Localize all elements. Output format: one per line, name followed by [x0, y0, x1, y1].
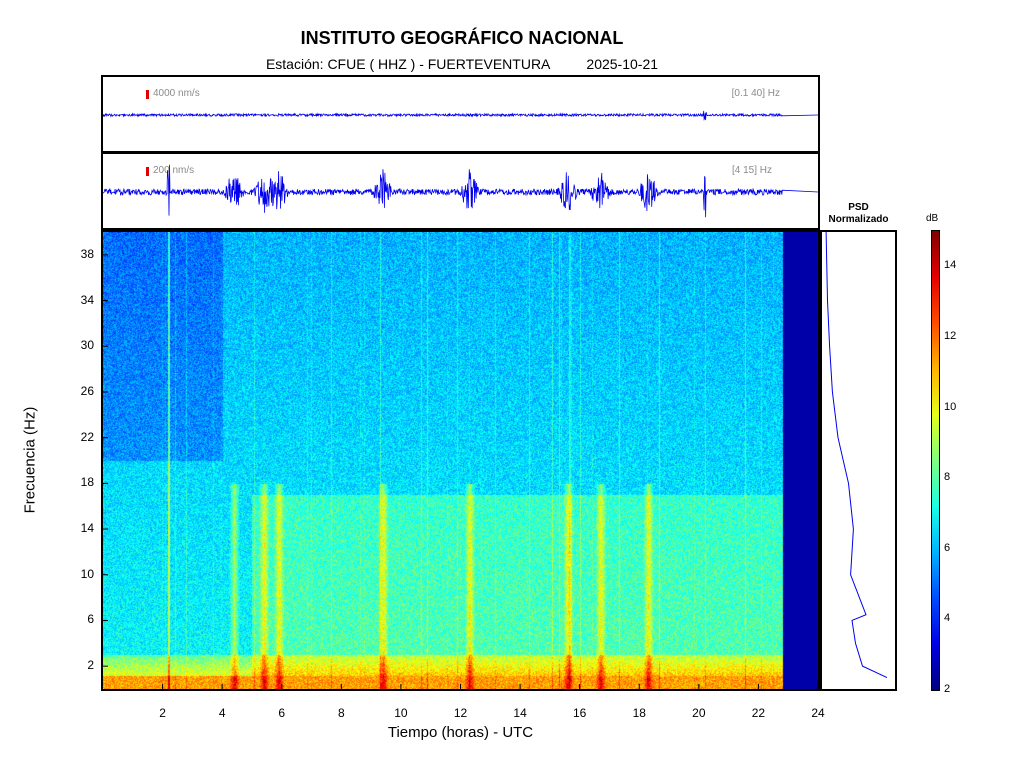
x-tick-label: 8 [337, 706, 345, 720]
seismogram-filtered-panel: 200 nm/s [4 15] Hz [101, 152, 820, 230]
psd-title: PSD Normalizado [820, 202, 897, 226]
y-tick-label: 18 [80, 475, 94, 490]
colorbar-tick-label: 2 [944, 683, 951, 695]
x-tick-label: 12 [453, 706, 468, 720]
psd-panel [820, 230, 897, 691]
waveform-line [103, 110, 818, 121]
y-tick-label: 22 [80, 429, 94, 444]
trace-bottom-band: [4 15] Hz [731, 165, 772, 176]
x-tick-label: 18 [632, 706, 646, 720]
y-tick-label: 34 [80, 292, 94, 307]
colorbar-tick-label: 12 [944, 329, 957, 342]
y-tick-label: 2 [87, 658, 94, 673]
trace-top-band: [0.1 40] Hz [731, 88, 780, 99]
chart-title: INSTITUTO GEOGRÁFICO NACIONAL [300, 28, 624, 48]
x-tick-label: 6 [278, 706, 286, 720]
psd-title-line2: Normalizado [828, 214, 889, 225]
y-tick-label: 30 [80, 338, 94, 353]
station-line: Estación: CFUE ( HHZ ) - FUERTEVENTURA 20… [0, 56, 924, 72]
colorbar-tick-label: 8 [944, 471, 951, 484]
y-tick-label: 10 [80, 566, 94, 581]
trace-top-waveform [103, 110, 818, 121]
station-label: Estación: [265, 56, 324, 72]
trace-top-scale: 4000 nm/s [153, 88, 200, 99]
spectrogram-panel [101, 230, 820, 691]
x-tick-label: 16 [572, 706, 587, 720]
y-tick-label: 14 [80, 521, 94, 536]
colorbar [931, 230, 940, 691]
scale-marker [146, 90, 149, 99]
x-tick-label: 20 [692, 706, 706, 720]
y-tick-label: 6 [87, 612, 94, 627]
psd-title-line1: PSD [848, 202, 869, 213]
x-tick-label: 4 [218, 706, 226, 720]
spectrogram-heatmap [103, 232, 818, 689]
psd-curve [825, 232, 888, 679]
trace-bottom-waveform [103, 164, 818, 218]
y-axis-label: Frecuencia (Hz) [21, 406, 39, 514]
x-tick-label: 22 [751, 706, 766, 720]
scale-marker [146, 167, 149, 176]
waveform-line [103, 164, 818, 218]
y-tick-label: 26 [80, 383, 94, 398]
x-tick-label: 2 [159, 706, 166, 720]
colorbar-tick-label: 6 [944, 541, 951, 554]
colorbar-tick-label: 10 [944, 400, 957, 413]
psd-line [825, 232, 888, 679]
trace-bottom-scale: 200 nm/s [153, 165, 195, 176]
colorbar-tick-label: 4 [944, 612, 951, 625]
colorbar-tick-label: 14 [944, 259, 957, 272]
seismogram-broadband-panel: 4000 nm/s [0.1 40] Hz [101, 75, 820, 153]
date-label: 2025-10-21 [586, 56, 659, 72]
y-tick-label: 38 [80, 246, 94, 261]
x-tick-label: 14 [513, 706, 527, 720]
x-tick-label: 24 [811, 706, 825, 720]
x-tick-label: 10 [394, 706, 408, 720]
colorbar-unit: dB [926, 213, 939, 224]
station-name: CFUE ( HHZ ) - FUERTEVENTURA [327, 56, 551, 72]
x-axis-label: Tiempo (horas) - UTC [387, 724, 534, 741]
